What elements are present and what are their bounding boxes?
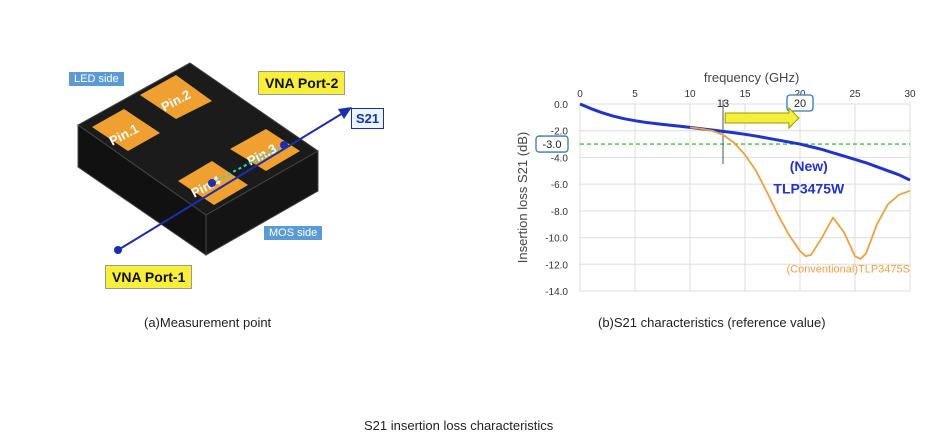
s21-label: S21 bbox=[351, 108, 385, 129]
y-tick-label: -10.0 bbox=[545, 234, 568, 245]
y-tick-label: -2.0 bbox=[551, 127, 569, 138]
series-new-label-1: (New) bbox=[790, 158, 828, 174]
x-tick-label: 0 bbox=[577, 89, 583, 100]
y-tick-label: -8.0 bbox=[551, 207, 569, 218]
internal-path bbox=[211, 144, 285, 184]
x-tick-label: 10 bbox=[684, 89, 696, 100]
y-tick-label: -12.0 bbox=[545, 260, 568, 271]
mos-side-label: MOS side bbox=[264, 226, 323, 240]
pin-1-pad bbox=[92, 109, 160, 151]
y-axis-label: Insertion loss S21 (dB) bbox=[515, 132, 530, 264]
y-tick-label: -4.0 bbox=[551, 153, 569, 164]
pin-3-pad bbox=[230, 129, 300, 171]
series-conventional-label: (Conventional)TLP3475S bbox=[786, 263, 910, 275]
y-tick-label: -6.0 bbox=[551, 180, 569, 191]
measurement-diagram: Pin.1 Pin.2 Pin.3 Pin.4 bbox=[77, 62, 352, 256]
signal-arrowhead bbox=[338, 107, 352, 119]
improvement-arrow bbox=[724, 106, 800, 130]
x-tick-label: 15 bbox=[739, 89, 751, 100]
vna-port2-label: VNA Port-2 bbox=[258, 71, 346, 95]
series-conventional-line bbox=[689, 126, 911, 260]
pin-2-pad bbox=[140, 75, 212, 119]
pin3-dot bbox=[280, 141, 288, 149]
y-tick-label: 0.0 bbox=[554, 100, 568, 111]
vna-port1-label: VNA Port-1 bbox=[105, 265, 193, 289]
right-caption: (b)S21 characteristics (reference value) bbox=[598, 315, 826, 330]
y-tick-label: -14.0 bbox=[545, 287, 568, 298]
reference-label: -3.0 bbox=[543, 139, 562, 151]
x-tick-label: 25 bbox=[849, 89, 861, 100]
x-tick-label: 30 bbox=[904, 89, 916, 100]
port1-dot bbox=[114, 246, 122, 254]
marker-20-box bbox=[786, 94, 814, 112]
x-axis-label: frequency (GHz) bbox=[704, 70, 799, 85]
marker-13-label: 13 bbox=[717, 98, 729, 110]
series-new-label-2: TLP3475W bbox=[773, 180, 845, 196]
marker-20-label: 20 bbox=[794, 98, 806, 110]
left-caption: (a)Measurement point bbox=[144, 315, 272, 330]
s21-chart: 0 5 10 15 20 25 30 0.0 -2.0 -4.0 -6.0 -8.0 -10.0 -12.… bbox=[515, 70, 916, 298]
figure-caption: S21 insertion loss characteristics bbox=[364, 418, 554, 433]
package-right-face bbox=[205, 150, 319, 256]
pin4-dot bbox=[208, 179, 216, 187]
signal-arrow bbox=[117, 112, 344, 251]
led-side-label: LED side bbox=[69, 72, 124, 86]
series-new-line bbox=[579, 102, 911, 182]
reference-label-box bbox=[535, 135, 569, 153]
x-tick-label: 5 bbox=[632, 89, 638, 100]
